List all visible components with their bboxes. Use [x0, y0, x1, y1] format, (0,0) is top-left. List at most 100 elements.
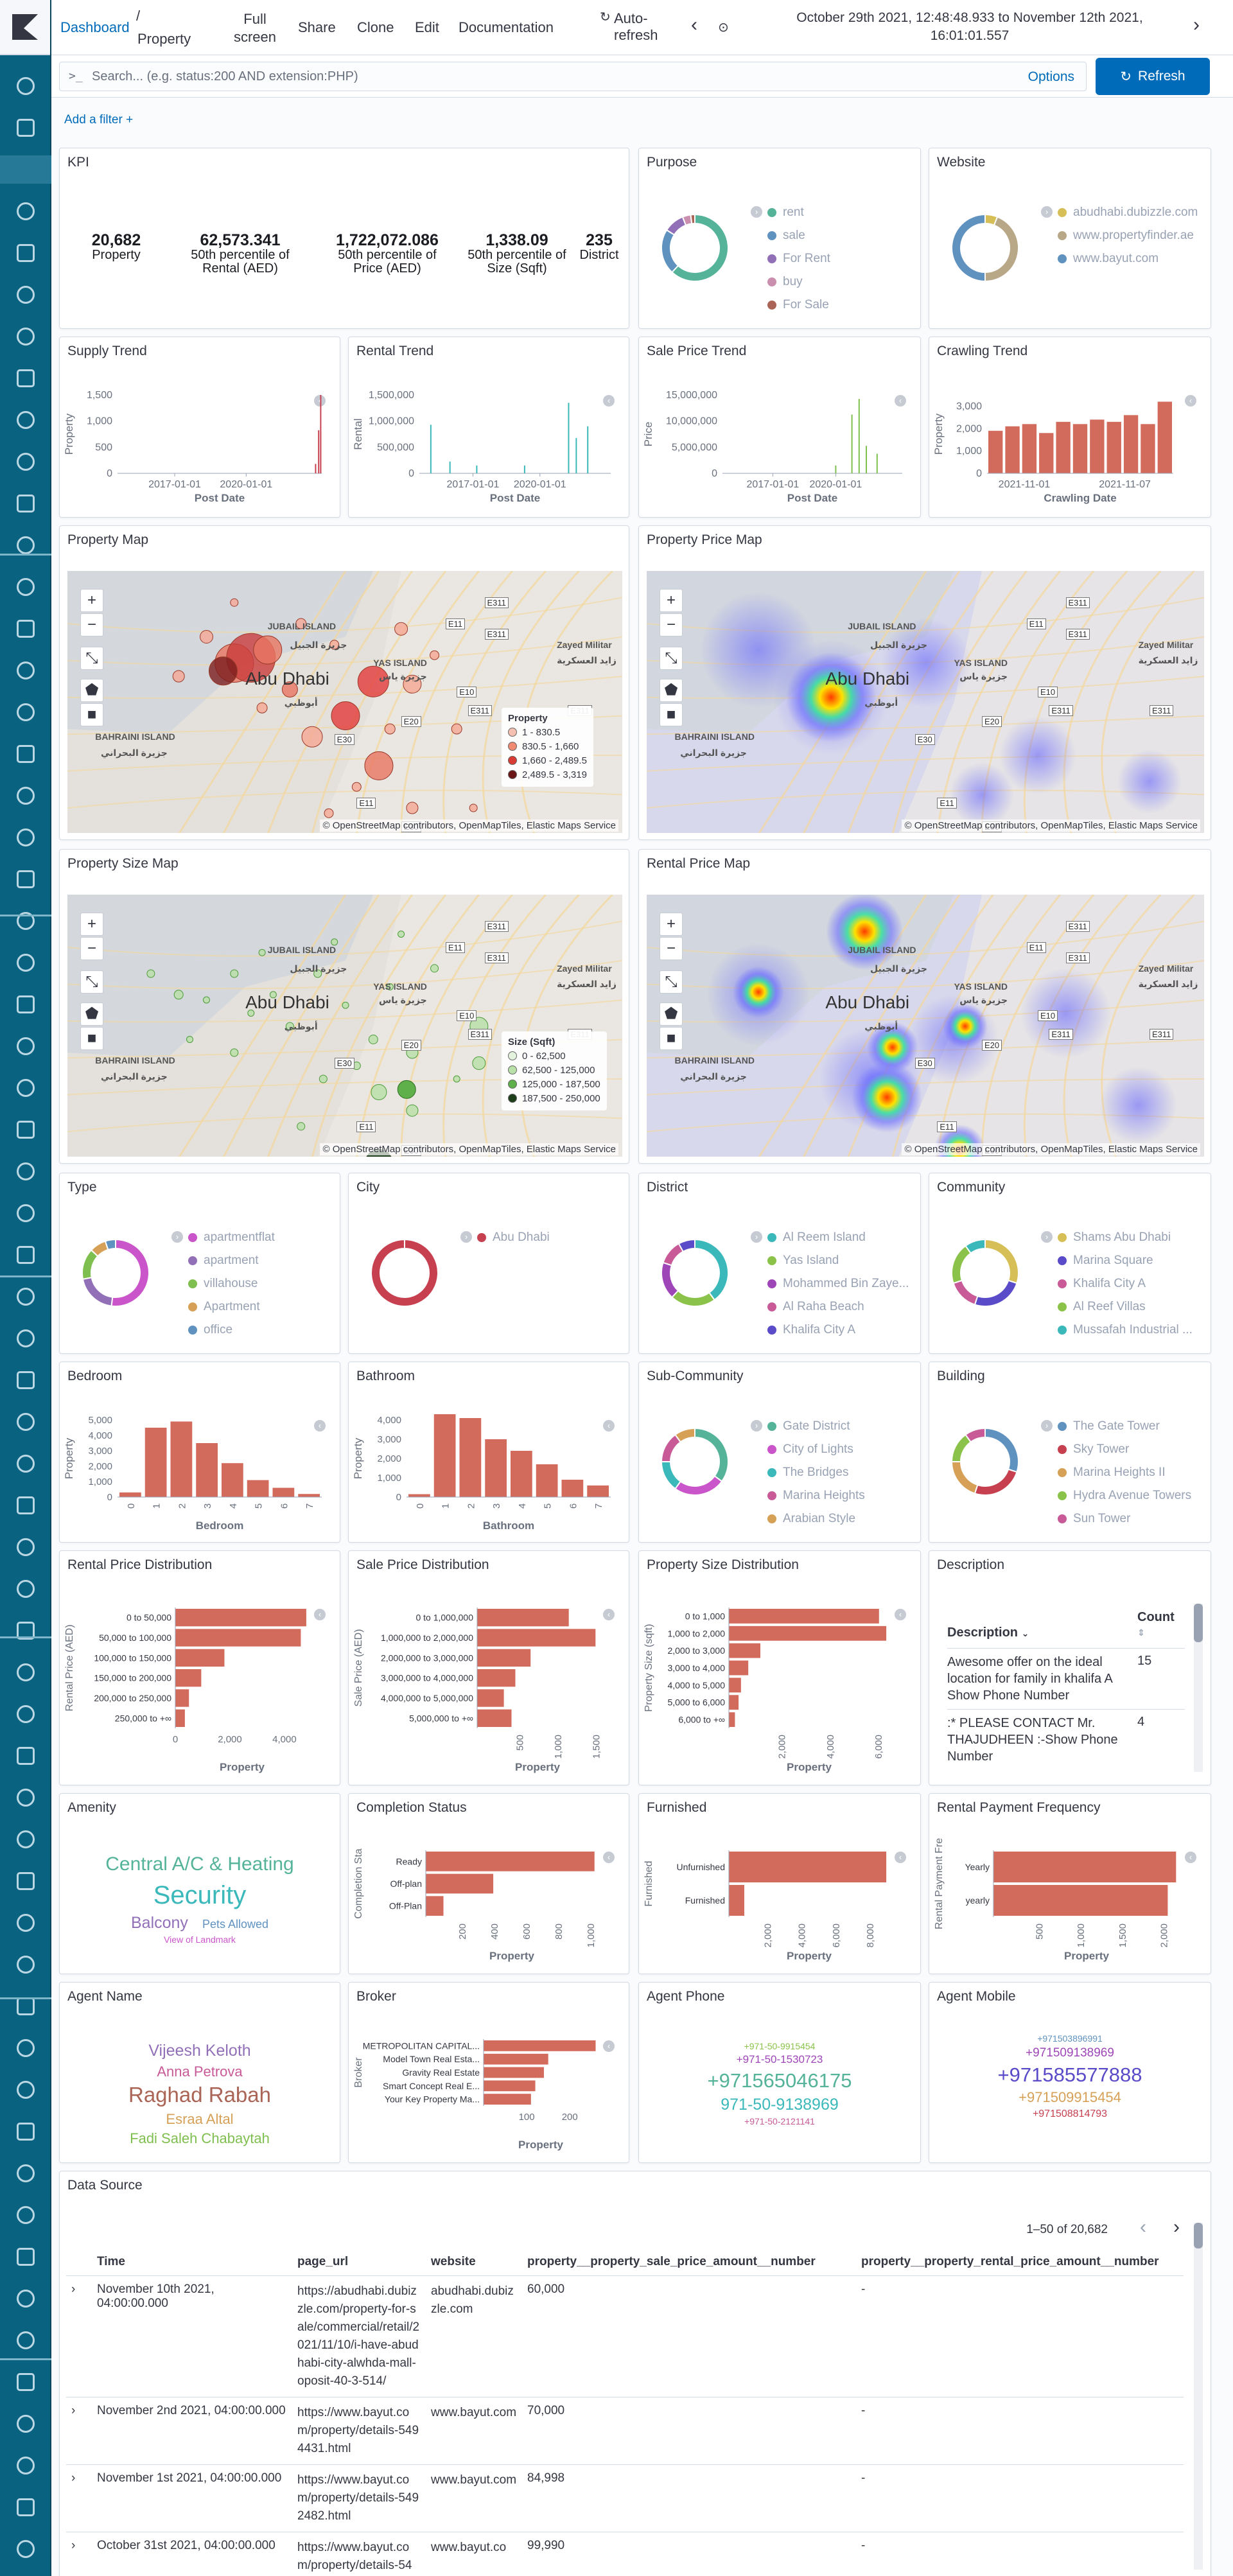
donut-slice[interactable]	[104, 1238, 116, 1251]
fit-bounds-button[interactable]: ⤡	[80, 647, 103, 670]
nav-app-icon[interactable]	[17, 2290, 35, 2308]
legend-item[interactable]: abudhabi.dubizzle.com	[1058, 201, 1198, 224]
bar[interactable]	[1123, 415, 1139, 473]
nav-app-icon[interactable]	[17, 662, 35, 679]
chevron-right-icon[interactable]: ›	[1193, 14, 1200, 35]
draw-rectangle-button[interactable]: ■	[80, 1027, 103, 1050]
legend-item[interactable]: City of Lights	[767, 1438, 865, 1461]
bar[interactable]	[729, 1712, 735, 1727]
cloud-word[interactable]: +971-50-2121141	[744, 2116, 815, 2127]
expand-row-icon[interactable]: ›	[66, 2397, 92, 2465]
bar[interactable]	[459, 1418, 482, 1497]
draw-rectangle-button[interactable]: ■	[660, 703, 683, 726]
map-bubble[interactable]	[329, 640, 340, 650]
cloud-word[interactable]: Esraa Altal	[166, 2110, 234, 2127]
nav-app-icon[interactable]	[17, 1496, 35, 1514]
legend-item[interactable]: rent	[767, 201, 830, 224]
bar[interactable]	[477, 1649, 531, 1667]
table-row[interactable]: › November 1st 2021, 04:00:00.000 https://…	[66, 2464, 1184, 2532]
legend-toggle-icon[interactable]: ‹	[314, 1609, 326, 1620]
nav-app-icon[interactable]	[17, 369, 35, 387]
nav-dashboard-icon[interactable]	[0, 155, 51, 184]
edit-button[interactable]: Edit	[415, 19, 439, 35]
bar[interactable]	[170, 1421, 193, 1497]
legend-item[interactable]: Mohammed Bin Zaye...	[767, 1272, 909, 1295]
donut-slice[interactable]	[82, 1276, 114, 1307]
map-bubble[interactable]	[397, 1080, 416, 1099]
map-bubble[interactable]	[364, 751, 394, 780]
bar[interactable]	[587, 1485, 609, 1497]
nav-app-icon[interactable]	[17, 1413, 35, 1431]
bar[interactable]	[1072, 424, 1088, 473]
map-bubble[interactable]	[342, 1001, 349, 1009]
clone-button[interactable]: Clone	[357, 19, 394, 35]
map-bubble[interactable]	[357, 665, 389, 697]
next-page-button[interactable]: ›	[1173, 2216, 1180, 2238]
bar[interactable]	[222, 1463, 243, 1497]
cloud-word[interactable]: Raghad Rabah	[128, 2083, 271, 2107]
expand-row-icon[interactable]: ›	[66, 2464, 92, 2532]
cloud-word[interactable]: +971509915454	[1019, 2089, 1121, 2106]
legend-toggle-icon[interactable]: ‹	[895, 395, 906, 407]
bar[interactable]	[175, 1689, 189, 1707]
breadcrumb-dashboard[interactable]: Dashboard	[60, 19, 130, 35]
column-header-description[interactable]: Description ⌄	[947, 1625, 1029, 1640]
nav-app-icon[interactable]	[17, 1663, 35, 1681]
legend-toggle-icon[interactable]: ›	[751, 1231, 762, 1243]
legend-toggle-icon[interactable]: ‹	[603, 2040, 615, 2052]
bar[interactable]	[1157, 401, 1172, 473]
legend-item[interactable]: Khalifa City A	[1058, 1272, 1193, 1295]
legend-toggle-icon[interactable]: ‹	[603, 1609, 615, 1620]
column-header-rental-price[interactable]: property__property_rental_price_amount__…	[856, 2248, 1184, 2276]
bar[interactable]	[477, 1669, 516, 1687]
nav-app-icon[interactable]	[17, 77, 35, 95]
donut-slice[interactable]	[965, 1238, 986, 1254]
bar[interactable]	[1056, 421, 1071, 473]
table-row[interactable]: › November 10th 2021, 04:00:00.000 https:/…	[66, 2275, 1184, 2397]
legend-item[interactable]: Al Reef Villas	[1058, 1295, 1193, 1319]
donut-slice[interactable]	[674, 1475, 723, 1496]
map-bubble[interactable]	[453, 1075, 460, 1083]
legend-item[interactable]: Sky Tower	[1058, 1438, 1191, 1461]
search-input[interactable]	[92, 66, 927, 87]
fit-bounds-button[interactable]: ⤡	[660, 970, 683, 994]
nav-app-icon[interactable]	[17, 1204, 35, 1222]
cloud-word[interactable]: +971509138969	[1026, 2046, 1114, 2060]
bar[interactable]	[1141, 424, 1155, 473]
zoom-out-button[interactable]: −	[660, 613, 683, 636]
bar[interactable]	[729, 1885, 744, 1916]
legend-item[interactable]: Mussafah Industrial ...	[1058, 1319, 1193, 1342]
bar[interactable]	[1039, 433, 1054, 473]
nav-app-icon[interactable]	[17, 1288, 35, 1306]
nav-app-icon[interactable]	[17, 1037, 35, 1055]
donut-slice[interactable]	[951, 1245, 972, 1284]
map-bubble[interactable]	[472, 1056, 486, 1070]
legend-item[interactable]: Apartment	[188, 1295, 275, 1319]
bar[interactable]	[272, 1487, 295, 1497]
bar[interactable]	[729, 1609, 879, 1624]
legend-item[interactable]: Marina Heights	[767, 1484, 865, 1507]
time-range-display[interactable]: October 29th 2021, 12:48:48.933 to Novem…	[796, 10, 1143, 43]
table-row[interactable]: › November 2nd 2021, 04:00:00.000 https://…	[66, 2397, 1184, 2465]
nav-app-icon[interactable]	[17, 1329, 35, 1347]
cloud-word[interactable]: +971585577888	[997, 2063, 1142, 2086]
nav-app-icon[interactable]	[17, 1872, 35, 1890]
map-bubble[interactable]	[324, 808, 334, 818]
column-header-website[interactable]: website	[426, 2248, 522, 2276]
map-bubble[interactable]	[253, 635, 283, 665]
map-bubble[interactable]	[285, 1022, 294, 1031]
map-bubble[interactable]	[398, 931, 405, 938]
draw-polygon-button[interactable]: ⬟	[660, 1003, 683, 1026]
zoom-in-button[interactable]: +	[80, 913, 103, 936]
bar[interactable]	[484, 2053, 548, 2065]
bar[interactable]	[561, 1480, 584, 1497]
auto-refresh-button[interactable]: Auto-refresh	[614, 10, 658, 43]
legend-item[interactable]: For Sale	[767, 294, 830, 317]
bar[interactable]	[729, 1678, 741, 1693]
bar[interactable]	[485, 1439, 507, 1497]
documentation-link[interactable]: Documentation	[459, 19, 554, 35]
nav-app-icon[interactable]	[17, 1705, 35, 1723]
bar[interactable]	[729, 1852, 887, 1882]
nav-app-icon[interactable]	[17, 1830, 35, 1848]
map-bubble[interactable]	[203, 996, 210, 1004]
